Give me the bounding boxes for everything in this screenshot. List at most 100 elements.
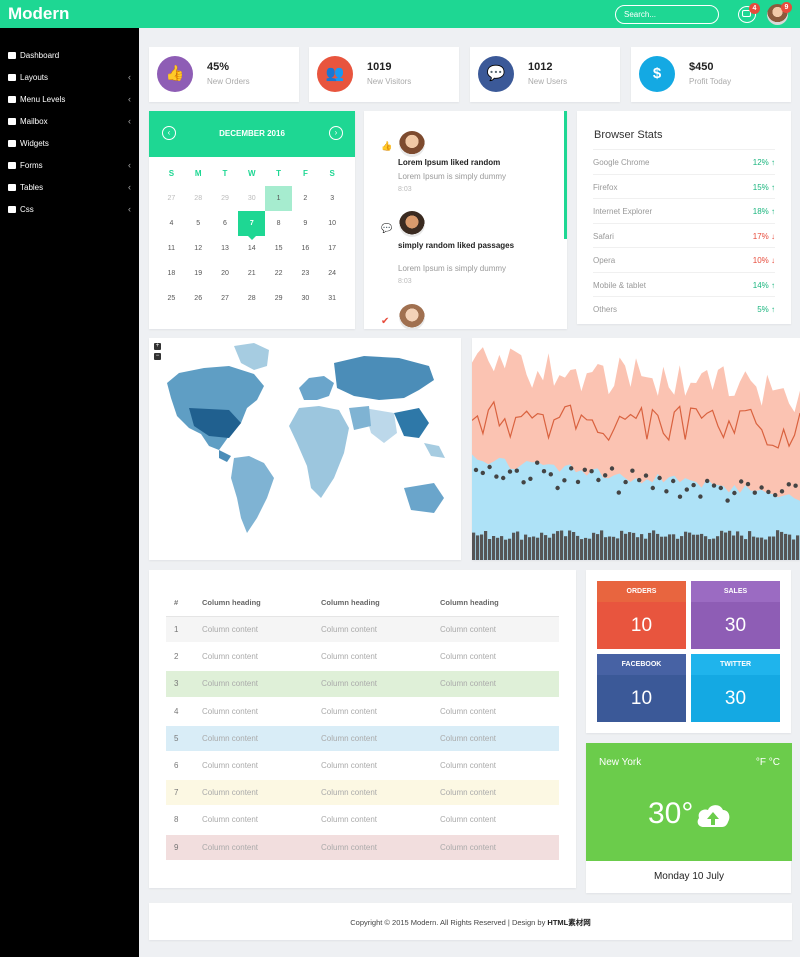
calendar-day[interactable]: 25 [167,295,176,302]
calendar-day[interactable]: 10 [328,220,337,227]
calendar-day[interactable]: 5 [196,220,201,227]
calendar-day[interactable]: 2 [303,195,308,202]
calendar-day[interactable]: 26 [194,295,203,302]
table-cell: Column content [440,643,559,672]
calendar-day[interactable]: 28 [247,295,256,302]
tile-twitter[interactable]: TWITTER 30 [691,654,780,722]
browser-stats: Browser Stats Google Chrome 12% ↑ Firefox 1… [577,111,791,324]
sidebar-item-dashboard[interactable]: Dashboard [0,46,139,66]
browser-value: 14% ↑ [752,280,775,290]
calendar-day[interactable]: 11 [167,245,176,252]
footer-link[interactable]: HTML素材网 [547,918,591,927]
messages-button[interactable]: 4 [738,3,760,23]
bar [736,531,740,560]
row-number: 5 [166,724,202,753]
scatter-point [494,474,499,479]
bar [792,539,796,560]
scatter-point [711,483,717,488]
calendar-day[interactable]: 6 [223,220,227,227]
sidebar-item-menu-levels[interactable]: Menu Levels ‹ [0,90,139,110]
calendar-day[interactable]: 31 [328,295,337,302]
calendar-day[interactable]: 23 [301,270,310,277]
table-cell: Column content [202,779,321,808]
column-header: Column heading [440,589,559,617]
calendar-day[interactable]: 27 [167,195,176,202]
calendar-day[interactable]: 24 [328,270,337,277]
bar [764,539,768,560]
unit-toggle[interactable]: °F °C [755,757,780,768]
calendar-day[interactable]: 9 [303,220,308,227]
browser-value: 15% ↑ [752,182,775,192]
calendar-day[interactable]: 1 [265,186,292,211]
calendar-day[interactable]: 15 [274,245,283,252]
search-input[interactable] [615,5,719,24]
zoom-in-button[interactable]: + [154,343,161,350]
calendar-day[interactable]: 7 [238,211,266,240]
calendar-day[interactable]: 16 [301,245,310,252]
bar [744,539,748,560]
calendar-day[interactable]: 13 [221,245,229,252]
scatter-point [480,470,485,476]
calendar-day[interactable]: 19 [194,270,203,277]
calendar-day[interactable]: 21 [247,270,256,277]
bar [636,537,640,560]
table-row: 3 Column content Column content Column cont… [166,670,559,699]
stat-label: New Visitors [367,77,412,86]
bar [520,539,524,560]
calendar-day[interactable]: 18 [167,270,176,277]
bar [796,535,800,560]
profile-avatar[interactable]: 9 [767,2,792,25]
bar [676,538,680,560]
prev-month-button[interactable]: ‹ [162,126,176,140]
calendar-day[interactable]: 4 [169,220,174,227]
calendar-day[interactable]: 20 [221,270,229,277]
calendar-day[interactable]: 14 [247,245,256,252]
table-row: 6 Column content Column content Column cont… [166,751,559,781]
scatter-point [487,464,492,470]
next-month-button[interactable]: › [329,126,343,140]
calendar-day[interactable]: 30 [301,295,310,302]
calendar-day[interactable]: 30 [247,195,256,202]
bar [580,539,584,560]
calendar-day[interactable]: 28 [194,195,203,202]
calendar-day[interactable]: 3 [330,195,335,202]
tile-sales[interactable]: SALES 30 [691,581,780,649]
list-icon [8,96,16,103]
app-logo[interactable]: Modern [8,4,70,23]
calendar-day[interactable]: 8 [276,220,281,227]
bar [572,532,576,560]
sidebar-item-css[interactable]: Css ‹ [0,200,139,220]
sidebar-item-layouts[interactable]: Layouts ‹ [0,68,139,88]
sidebar-item-forms[interactable]: Forms ‹ [0,156,139,176]
calendar-day[interactable]: 29 [221,195,229,202]
bar [688,532,692,560]
sidebar-item-widgets[interactable]: Widgets [0,134,139,154]
world-map[interactable]: + − [149,338,461,560]
calendar-day[interactable]: 27 [221,295,229,302]
weather-city: New York [599,757,642,768]
calendar-day[interactable]: 29 [274,295,283,302]
avatar [399,131,425,157]
sidebar-item-tables[interactable]: Tables ‹ [0,178,139,198]
bar [608,536,612,560]
zoom-out-button[interactable]: − [154,353,161,360]
calendar-day[interactable]: 12 [194,245,203,252]
calendar-day[interactable]: 22 [274,270,283,277]
scatter-point [473,467,479,473]
arrow-up-icon: ↑ [768,158,775,167]
bar [584,537,588,560]
table-cell: Column content [440,724,559,753]
calendar-header: ‹ DECEMBER 2016 › [149,111,355,157]
tile-facebook[interactable]: FACEBOOK 10 [597,654,686,722]
table-row: 5 Column content Column content Column cont… [166,724,559,753]
sidebar-item-mailbox[interactable]: Mailbox ‹ [0,112,139,132]
scrollbar[interactable] [564,111,567,239]
bar [776,530,780,560]
cloud-upload-icon [697,805,730,827]
table-cell: Column content [321,697,440,726]
user-icon [8,140,16,147]
calendar-day[interactable]: 17 [328,245,337,252]
bar [596,534,600,560]
tile-orders[interactable]: ORDERS 10 [597,581,686,649]
column-header: Column heading [321,589,440,617]
